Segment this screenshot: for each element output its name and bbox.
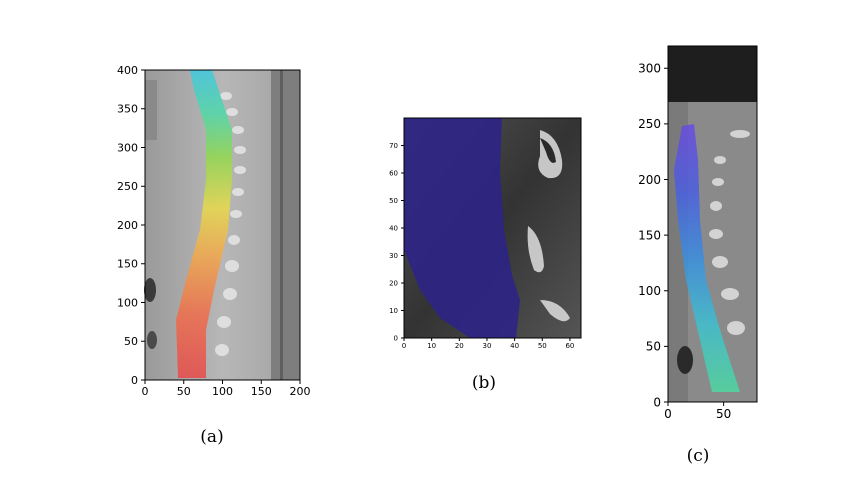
y-tick-label: 0 bbox=[394, 335, 398, 343]
x-tick-label: 150 bbox=[251, 385, 272, 398]
x-tick-label: 40 bbox=[510, 342, 519, 350]
y-tick-label: 350 bbox=[117, 103, 138, 116]
x-tick-label: 30 bbox=[483, 342, 492, 350]
panel-a: 0 50 100 150 200 0 50 100 150 200 250 300 350 400 (a) bbox=[117, 64, 311, 447]
x-tick-label: 50 bbox=[538, 342, 547, 350]
panel-c-axes: 0 50 0 50 100 150 200 250 300 bbox=[638, 62, 731, 421]
panel-b-axes: 0 10 20 30 40 50 60 0 10 20 30 40 50 60 70 bbox=[389, 142, 574, 350]
x-tick-label: 0 bbox=[664, 407, 672, 421]
y-tick-label: 10 bbox=[389, 307, 398, 315]
y-tick-label: 0 bbox=[653, 395, 661, 409]
y-tick-label: 60 bbox=[389, 170, 398, 178]
y-tick-label: 40 bbox=[389, 225, 398, 233]
y-tick-label: 0 bbox=[131, 374, 138, 387]
x-tick-label: 50 bbox=[177, 385, 191, 398]
x-tick-label: 50 bbox=[716, 407, 731, 421]
x-tick-label: 10 bbox=[427, 342, 436, 350]
y-tick-label: 50 bbox=[646, 340, 661, 354]
y-tick-label: 150 bbox=[117, 258, 138, 271]
y-tick-label: 250 bbox=[638, 117, 661, 131]
panel-c: 0 50 0 50 100 150 200 250 300 (c) bbox=[638, 45, 758, 466]
panel-b-image bbox=[403, 117, 582, 339]
x-tick-label: 0 bbox=[402, 342, 406, 350]
y-tick-label: 400 bbox=[117, 64, 138, 77]
panel-c-caption: (c) bbox=[687, 446, 710, 466]
x-tick-label: 200 bbox=[290, 385, 311, 398]
y-tick-label: 300 bbox=[117, 141, 138, 154]
x-tick-label: 100 bbox=[212, 385, 233, 398]
y-tick-label: 300 bbox=[638, 62, 661, 76]
y-tick-label: 50 bbox=[389, 197, 398, 205]
y-tick-label: 150 bbox=[638, 228, 661, 242]
panel-a-image bbox=[144, 69, 301, 381]
x-tick-label: 20 bbox=[455, 342, 464, 350]
panel-b-caption: (b) bbox=[472, 373, 496, 393]
y-tick-label: 100 bbox=[117, 296, 138, 309]
panel-c-image bbox=[667, 45, 758, 403]
x-tick-label: 0 bbox=[142, 385, 149, 398]
panel-a-caption: (a) bbox=[200, 427, 223, 447]
y-tick-label: 100 bbox=[638, 284, 661, 298]
panel-a-axes: 0 50 100 150 200 0 50 100 150 200 250 300 350 400 bbox=[117, 64, 311, 398]
y-tick-label: 20 bbox=[389, 280, 398, 288]
panel-b: 0 10 20 30 40 50 60 0 10 20 30 40 50 60 70 (b) bbox=[389, 117, 582, 393]
y-tick-label: 200 bbox=[117, 219, 138, 232]
y-tick-label: 50 bbox=[124, 335, 138, 348]
y-tick-label: 250 bbox=[117, 180, 138, 193]
y-tick-label: 30 bbox=[389, 252, 398, 260]
y-tick-label: 200 bbox=[638, 173, 661, 187]
x-tick-label: 60 bbox=[565, 342, 574, 350]
y-tick-label: 70 bbox=[389, 142, 398, 150]
